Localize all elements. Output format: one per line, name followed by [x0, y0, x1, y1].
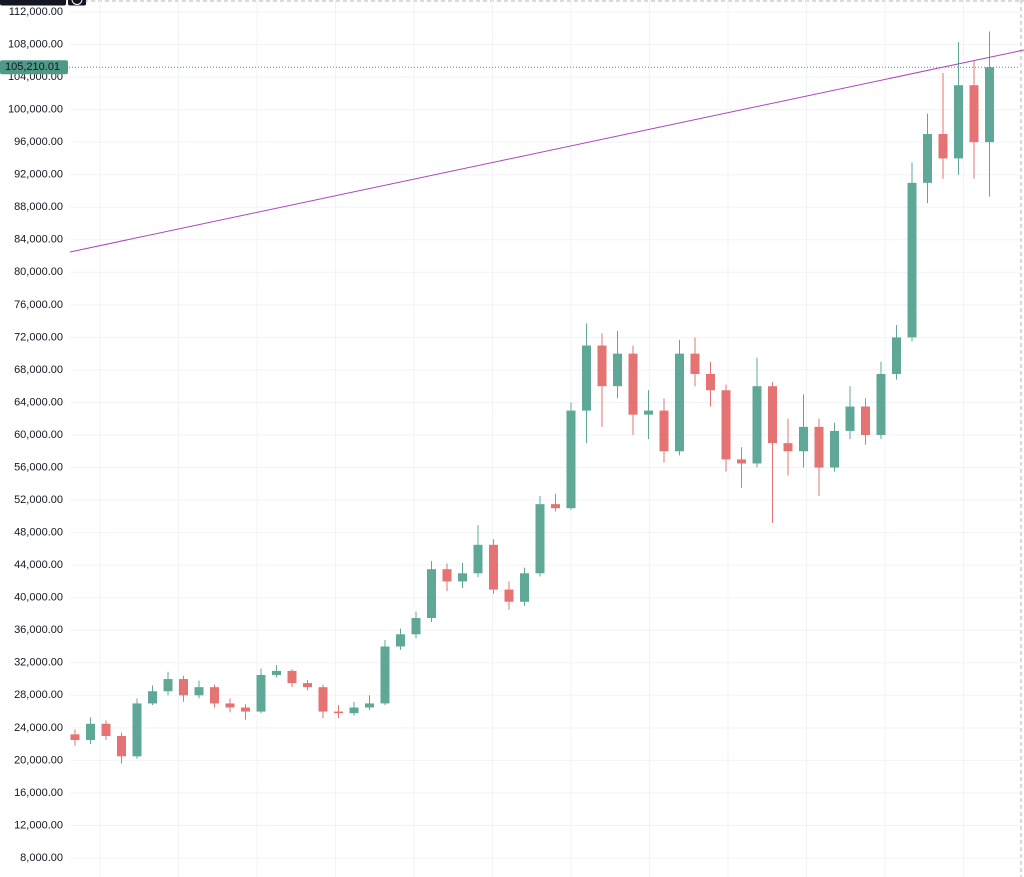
candle-body	[582, 345, 591, 411]
candle-body	[163, 679, 173, 692]
candle-body	[845, 406, 855, 431]
y-tick-label: 44,000.00	[14, 559, 63, 571]
candle-body	[241, 707, 250, 712]
y-tick-label: 24,000.00	[14, 722, 63, 734]
y-tick-label: 96,000.00	[14, 136, 63, 148]
y-tick-label: 68,000.00	[14, 364, 63, 376]
y-tick-label: 92,000.00	[14, 169, 63, 181]
y-tick-label: 48,000.00	[14, 527, 63, 539]
candle-body	[969, 85, 979, 143]
candle-body	[628, 353, 638, 415]
y-tick-label: 76,000.00	[14, 299, 63, 311]
crosshair-box	[0, 0, 66, 6]
candle-body	[194, 687, 204, 696]
y-tick-label: 60,000.00	[14, 429, 63, 441]
candle-body	[644, 410, 653, 415]
y-tick-label: 36,000.00	[14, 624, 63, 636]
candle-body	[768, 386, 777, 444]
y-tick-label: 64,000.00	[14, 396, 63, 408]
candle-body	[814, 426, 824, 468]
candle-body	[318, 687, 328, 712]
candle-body	[365, 703, 374, 708]
candle-body	[117, 735, 126, 757]
y-tick-label: 56,000.00	[14, 461, 63, 473]
candle-body	[411, 618, 421, 635]
candle-body	[272, 670, 281, 675]
candle-body	[334, 711, 343, 714]
candle-body	[287, 670, 297, 684]
candle-body	[954, 85, 963, 159]
y-tick-label: 80,000.00	[14, 266, 63, 278]
candle-body	[349, 707, 359, 714]
y-tick-label: 40,000.00	[14, 592, 63, 604]
candle-body	[907, 182, 917, 338]
candle-body	[938, 134, 948, 159]
y-tick-label: 108,000.00	[8, 38, 63, 50]
candle-body	[303, 683, 312, 688]
candle-body	[179, 679, 188, 696]
crosshair-add-icon	[71, 0, 83, 5]
candle-body	[737, 459, 746, 464]
candle-body	[396, 634, 405, 647]
candle-body	[706, 373, 715, 391]
candle-body	[70, 734, 80, 741]
candle-body	[690, 353, 700, 374]
y-tick-label: 88,000.00	[14, 201, 63, 213]
candle-body	[597, 345, 607, 387]
y-tick-label: 32,000.00	[14, 657, 63, 669]
candle-body	[659, 410, 669, 452]
candle-body	[148, 691, 157, 704]
candle-body	[520, 573, 529, 602]
y-tick-label: 8,000.00	[20, 852, 63, 864]
candle-body	[830, 430, 839, 468]
candle-body	[442, 569, 452, 582]
candle-body	[101, 723, 111, 736]
candle-body	[458, 573, 467, 582]
y-tick-label: 72,000.00	[14, 331, 63, 343]
candle-body	[861, 406, 870, 435]
candle-body	[132, 703, 142, 757]
candle-body	[473, 544, 483, 574]
crosshair-label: 113,541.07	[5, 0, 59, 4]
last-price-box	[0, 60, 68, 75]
y-tick-label: 112,000.00	[9, 6, 63, 18]
candle-body	[86, 723, 95, 741]
candle-body	[256, 674, 266, 712]
candle-body	[675, 353, 684, 452]
candle-body	[613, 353, 622, 387]
candle-body	[876, 373, 886, 435]
candle-body	[380, 646, 390, 704]
candle-body	[985, 67, 994, 143]
candle-body	[892, 337, 901, 374]
y-tick-label: 20,000.00	[14, 754, 63, 766]
candle-body	[783, 443, 793, 452]
y-tick-label: 84,000.00	[14, 234, 63, 246]
candle-body	[721, 390, 731, 460]
candle-body	[504, 589, 514, 602]
candle-body	[799, 426, 808, 452]
y-tick-label: 28,000.00	[14, 689, 63, 701]
candle-body	[210, 687, 219, 704]
candle-body	[566, 410, 576, 509]
y-tick-label: 100,000.00	[8, 104, 63, 116]
candle-body	[489, 544, 498, 590]
y-tick-label: 52,000.00	[14, 494, 63, 506]
candle-body	[752, 386, 762, 464]
candle-body	[427, 569, 436, 619]
trend-line	[69, 49, 1024, 253]
candle-body	[535, 504, 545, 574]
candle-body	[551, 504, 560, 509]
y-tick-label: 12,000.00	[14, 819, 63, 831]
candle-body	[923, 134, 932, 183]
y-tick-label: 16,000.00	[14, 787, 63, 799]
candle-body	[225, 703, 235, 708]
last-price-label: 105,210.01	[5, 61, 60, 73]
